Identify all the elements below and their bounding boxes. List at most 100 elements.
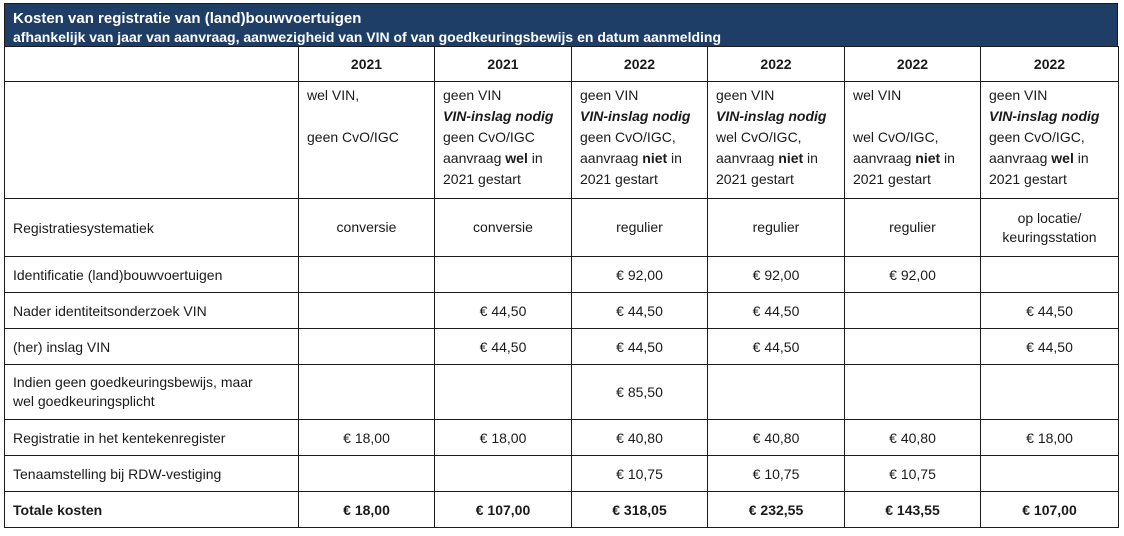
table-cell [298,328,435,365]
table-cell: € 92,00 [844,256,981,293]
table-cell: € 40,80 [571,419,708,456]
year-header: 2022 [844,46,981,82]
row-label: Registratiesystematiek [4,198,299,257]
table-row-totale-kosten: Totale kosten € 18,00 € 107,00 € 318,05 … [4,491,1119,528]
total-cell: € 232,55 [707,491,845,528]
condition-line: wel VIN [853,87,902,103]
condition-cell: geen VIN VIN-inslag nodig geen CvO/IGC a… [434,81,572,199]
condition-line: geen VIN [580,87,639,103]
cell-line: keuringsstation [1002,228,1097,245]
table-title: Kosten van registratie van (land)bouwvoe… [13,10,362,27]
year-header: 2022 [707,46,845,82]
condition-keyword: niet [778,150,804,166]
table-row-registratiesystematiek: Registratiesystematiek conversie convers… [4,198,1119,257]
table-cell: € 18,00 [434,419,572,456]
condition-line: aanvraag wel in [443,148,563,169]
table-cell: € 44,50 [434,292,572,329]
table-cell: conversie [298,198,435,257]
table-row-inslag-vin: (her) inslag VIN € 44,50 € 44,50 € 44,50… [4,328,1119,365]
row-label: Nader identiteitsonderzoek VIN [4,292,299,329]
table-cell: € 18,00 [298,419,435,456]
row-label: (her) inslag VIN [4,328,299,365]
table-cell: € 10,75 [571,455,708,492]
condition-text: in [803,150,818,166]
condition-line-emphasis: VIN-inslag nodig [443,108,554,124]
row-label: Identificatie (land)bouwvoertuigen [4,256,299,293]
condition-text: aanvraag [716,150,779,166]
table-cell: op locatie/keuringsstation [980,198,1119,257]
condition-cell: geen VIN VIN-inslag nodig geen CvO/IGC, … [571,81,708,199]
condition-line: wel VIN, [307,87,360,103]
condition-text: aanvraag [853,150,916,166]
year-header: 2022 [571,46,708,82]
table-row-nader-identiteitsonderzoek: Nader identiteitsonderzoek VIN € 44,50 €… [4,292,1119,329]
condition-cell: wel VIN wel CvO/IGC, aanvraag niet in 20… [844,81,981,199]
row-label: Tenaamstelling bij RDW-vestiging [4,455,299,492]
row-label: Registratie in het kentekenregister [4,419,299,456]
cost-table-container: Kosten van registratie van (land)bouwvoe… [4,3,1119,528]
total-cell: € 143,55 [844,491,981,528]
table-cell: € 44,50 [434,328,572,365]
condition-text: aanvraag [580,150,643,166]
row-label: Indien geen goedkeuringsbewijs, maar wel … [4,364,299,420]
table-cell [844,292,981,329]
row-label-line: Indien geen goedkeuringsbewijs, maar [13,374,253,390]
corner-cell [4,46,299,82]
condition-keyword: niet [642,150,668,166]
table-cell [434,364,572,420]
table-cell [980,256,1119,293]
total-cell: € 107,00 [434,491,572,528]
condition-line: geen CvO/IGC [307,129,399,145]
condition-line: aanvraag niet in [716,148,836,169]
condition-cell: wel VIN, geen CvO/IGC [298,81,435,199]
table-cell: € 92,00 [707,256,845,293]
condition-line: 2021 gestart [443,171,521,187]
table-row-tenaamstelling: Tenaamstelling bij RDW-vestiging € 10,75… [4,455,1119,492]
table-row-identificatie: Identificatie (land)bouwvoertuigen € 92,… [4,256,1119,293]
condition-keyword: niet [915,150,941,166]
table-cell: € 92,00 [571,256,708,293]
condition-text: in [667,150,682,166]
table-cell [298,292,435,329]
table-cell [434,455,572,492]
condition-line: 2021 gestart [716,171,794,187]
condition-line: wel CvO/IGC, [716,129,802,145]
condition-text: in [1073,150,1089,166]
table-cell [298,256,435,293]
condition-line: 2021 gestart [989,171,1067,187]
table-row-kentekenregister: Registratie in het kentekenregister € 18… [4,419,1119,456]
condition-line: geen VIN [716,87,775,103]
table-cell: regulier [707,198,845,257]
condition-line: aanvraag niet in [853,148,972,169]
condition-line-spacer [307,106,426,127]
condition-line-emphasis: VIN-inslag nodig [716,108,827,124]
table-cell [844,328,981,365]
condition-text: aanvraag [989,150,1052,166]
year-header: 2022 [980,46,1119,82]
total-cell: € 318,05 [571,491,708,528]
condition-line: geen VIN [989,87,1048,103]
table-cell [844,364,981,420]
condition-corner-cell [4,81,299,199]
year-header-row: 2021 2021 2022 2022 2022 2022 [4,46,1119,82]
condition-cell: geen VIN VIN-inslag nodig geen CvO/IGC, … [980,81,1119,199]
table-cell: € 44,50 [707,292,845,329]
cost-table: 2021 2021 2022 2022 2022 2022 wel VIN, g… [4,46,1119,528]
condition-line: geen CvO/IGC, [580,129,676,145]
condition-line: 2021 gestart [580,171,658,187]
table-cell: € 18,00 [980,419,1119,456]
table-cell: € 44,50 [707,328,845,365]
condition-row: wel VIN, geen CvO/IGC geen VIN VIN-insla… [4,81,1119,199]
year-header: 2021 [298,46,435,82]
table-cell [707,364,845,420]
condition-text: aanvraag [443,150,506,166]
year-header: 2021 [434,46,572,82]
table-subtitle: afhankelijk van jaar van aanvraag, aanwe… [13,29,721,45]
total-label: Totale kosten [4,491,299,528]
cell-line: op locatie/ [1017,209,1082,226]
condition-line: 2021 gestart [853,171,931,187]
table-cell: € 44,50 [571,328,708,365]
condition-line: geen CvO/IGC [443,129,535,145]
condition-line-emphasis: VIN-inslag nodig [989,108,1100,124]
total-cell: € 18,00 [298,491,435,528]
